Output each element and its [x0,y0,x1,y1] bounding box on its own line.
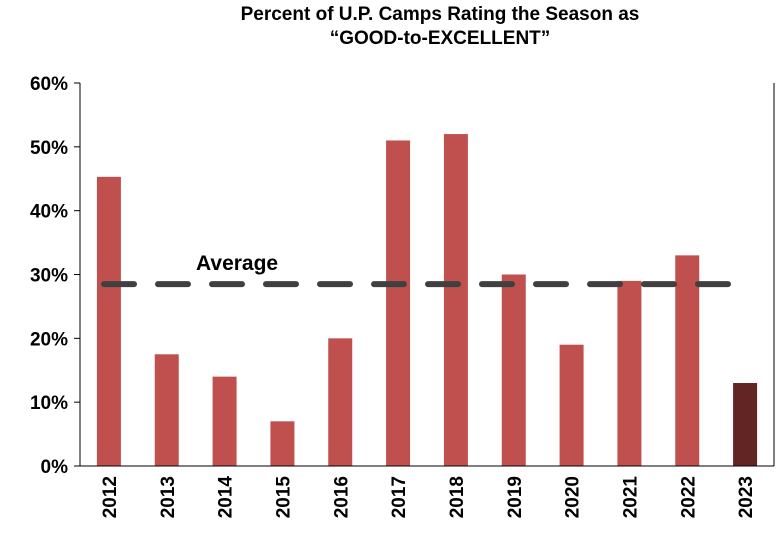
x-tick-label: 2018 [447,476,468,518]
y-tick-label: 30% [30,266,68,287]
x-tick-label: 2020 [563,476,584,518]
x-tick-label: 2021 [620,476,641,519]
x-tick-label: 2022 [678,476,699,518]
x-tick-label: 2023 [736,476,757,518]
bar [675,255,700,466]
x-tick-label: 2019 [505,476,526,518]
y-tick-label: 10% [30,393,68,414]
bar [733,383,758,466]
y-tick-label: 20% [30,329,68,350]
x-tick-label: 2013 [158,476,179,518]
chart-title: Percent of U.P. Camps Rating the Season … [241,4,640,25]
chart-title: “GOOD-to-EXCELLENT” [330,28,551,49]
bar [386,140,411,466]
y-tick-label: 50% [30,138,68,159]
y-tick-label: 60% [30,74,68,95]
x-tick-label: 2014 [216,476,237,519]
bar [212,376,237,466]
bar [443,134,468,467]
x-tick-label: 2017 [389,476,410,518]
bar [270,421,295,466]
bar [328,338,353,466]
bar [617,280,642,466]
bar [154,354,179,466]
x-tick-label: 2016 [331,476,352,518]
bar [501,274,526,466]
bar [559,344,584,466]
y-tick-label: 0% [41,457,69,478]
x-tick-label: 2012 [100,476,121,518]
y-tick-label: 40% [30,202,68,223]
x-tick-label: 2015 [273,476,294,519]
average-label: Average [196,252,278,275]
bar [96,176,121,466]
